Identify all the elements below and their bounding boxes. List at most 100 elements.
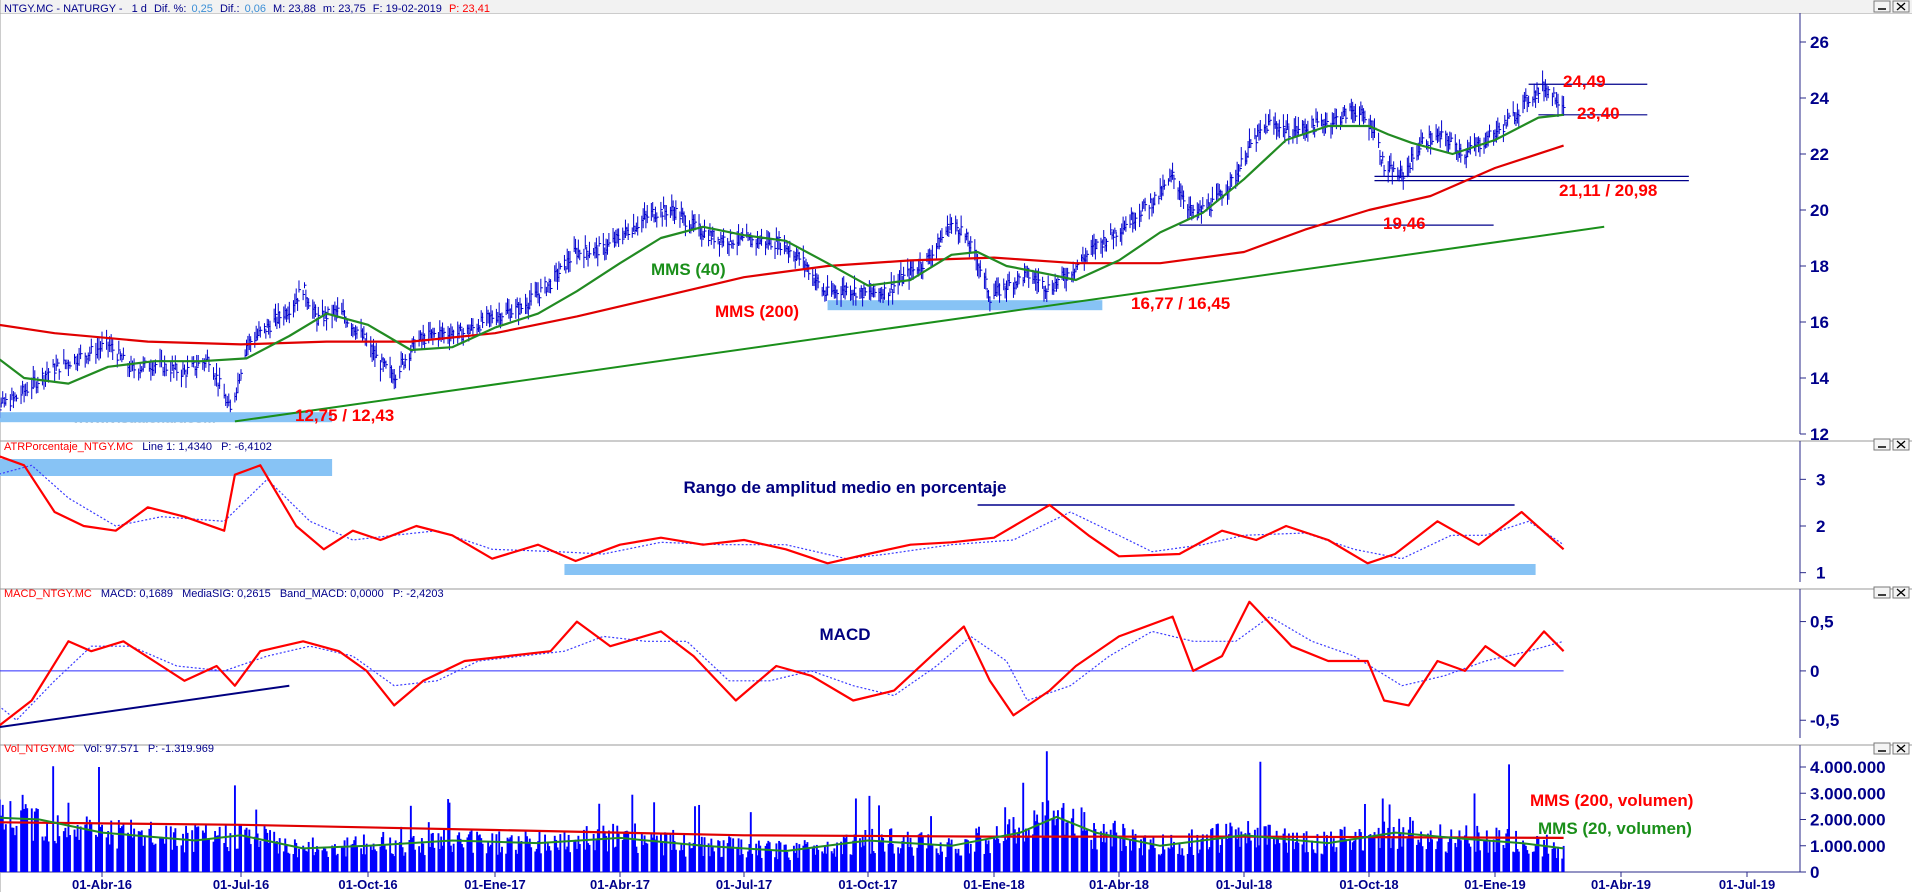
volume-bar bbox=[477, 835, 480, 872]
macd-price: P: -2,4203 bbox=[393, 588, 444, 600]
annotation-label: MMS (20, volumen) bbox=[1538, 819, 1692, 838]
volume-bar bbox=[1167, 847, 1170, 872]
volume-bar bbox=[284, 838, 287, 872]
volume-bar bbox=[574, 839, 577, 872]
volume-bar bbox=[553, 835, 556, 872]
volume-bar bbox=[498, 831, 501, 872]
volume-bar bbox=[371, 849, 374, 872]
volume-bar bbox=[997, 838, 1000, 872]
volume-bar bbox=[335, 855, 338, 872]
volume-bar bbox=[480, 838, 483, 872]
volume-bar bbox=[957, 848, 960, 872]
volume-bar bbox=[736, 846, 739, 872]
volume-bar bbox=[779, 842, 782, 872]
volume-bar bbox=[650, 834, 653, 872]
volume-bar bbox=[680, 843, 683, 872]
volume-bar bbox=[391, 854, 394, 872]
volume-bar bbox=[1152, 835, 1155, 872]
macd-pane[interactable]: MACD_NTGY.MC MACD: 0,1689 MediaSIG: 0,26… bbox=[0, 588, 1839, 730]
minimize-icon[interactable] bbox=[1873, 586, 1891, 599]
atr-price: P: -6,4102 bbox=[221, 441, 272, 453]
volume-bar bbox=[496, 854, 499, 872]
x-tick-label: 01-Ene-17 bbox=[464, 877, 525, 892]
volume-bar bbox=[253, 836, 256, 872]
volume-bar bbox=[1547, 853, 1550, 872]
volume-bar bbox=[137, 831, 140, 872]
volume-bar bbox=[679, 850, 681, 872]
volume-bar bbox=[1334, 851, 1337, 872]
volume-bar bbox=[1515, 830, 1517, 872]
volume-bar bbox=[941, 851, 943, 872]
volume-bar bbox=[1285, 842, 1288, 872]
volume-bar bbox=[1406, 838, 1409, 872]
volume-bar bbox=[1070, 818, 1073, 872]
volume-bar bbox=[255, 809, 258, 872]
close-icon[interactable] bbox=[1892, 586, 1910, 599]
close-icon[interactable] bbox=[1892, 0, 1910, 13]
volume-bar bbox=[1151, 843, 1153, 872]
volume-bar bbox=[1061, 807, 1064, 872]
volume-bar bbox=[1505, 833, 1508, 872]
volume-bar bbox=[718, 841, 721, 872]
volume-bar bbox=[549, 850, 552, 872]
volume-bar bbox=[1178, 843, 1181, 872]
minimize-icon[interactable] bbox=[1873, 438, 1891, 451]
volume-bar bbox=[277, 853, 280, 872]
volume-bar bbox=[1267, 824, 1270, 872]
volume-bar bbox=[433, 847, 436, 872]
volume-bar bbox=[1447, 842, 1450, 872]
volume-bar bbox=[140, 830, 143, 872]
volume-bar bbox=[169, 826, 172, 872]
close-icon[interactable] bbox=[1892, 742, 1910, 755]
volume-bar bbox=[993, 837, 995, 872]
volume-bar bbox=[732, 838, 735, 872]
minimize-icon[interactable] bbox=[1873, 0, 1891, 13]
volume-bar bbox=[385, 849, 387, 872]
volume-bar bbox=[692, 842, 695, 872]
volume-bar bbox=[127, 832, 129, 872]
volume-bar bbox=[1249, 840, 1252, 872]
volume-bar bbox=[259, 841, 262, 872]
volume-bar bbox=[817, 849, 820, 872]
volume-bar bbox=[1446, 852, 1449, 872]
atr-pane[interactable]: ATRPorcentaje_NTGY.MC Line 1: 1,4340 P: … bbox=[0, 441, 1825, 583]
volume-bar bbox=[1227, 834, 1230, 872]
volume-bar bbox=[409, 805, 412, 872]
volume-bar bbox=[440, 836, 443, 872]
volume-bar bbox=[566, 846, 569, 872]
volume-bar bbox=[569, 852, 571, 872]
volume-bar bbox=[224, 825, 227, 872]
price-pane[interactable]: NTGY.MC - NATURGY - 1 d Dif. %: 0,25 Dif… bbox=[0, 3, 1829, 444]
volume-bar bbox=[160, 836, 163, 872]
volume-bar bbox=[659, 832, 662, 872]
volume-bar bbox=[1094, 829, 1097, 872]
volume-bar bbox=[1502, 844, 1505, 872]
volume-bar bbox=[1349, 839, 1351, 872]
macd-signal-line bbox=[0, 615, 1564, 721]
minimize-icon[interactable] bbox=[1873, 742, 1891, 755]
volume-bar bbox=[1229, 822, 1232, 872]
volume-bar bbox=[1159, 855, 1162, 872]
volume-bar bbox=[478, 834, 481, 872]
volume-bar bbox=[1149, 839, 1152, 872]
volume-bar bbox=[871, 828, 874, 872]
volume-bar bbox=[64, 827, 67, 872]
annotation-label: 19,46 bbox=[1383, 214, 1426, 233]
volume-bar bbox=[783, 844, 786, 872]
volume-bar bbox=[623, 831, 626, 872]
volume-bar bbox=[398, 841, 401, 872]
annotation-label: MMS (40) bbox=[651, 260, 726, 279]
volume-bar bbox=[404, 852, 407, 872]
volume-bar bbox=[1420, 831, 1423, 872]
volume-mms20-line bbox=[0, 815, 1564, 852]
volume-bar bbox=[10, 827, 13, 872]
volume-bar bbox=[1339, 829, 1342, 872]
volume-bar bbox=[194, 823, 197, 872]
volume-bar bbox=[481, 843, 484, 872]
volume-pane[interactable]: Vol_NTGY.MC Vol: 97.571 P: -1.319.969 4.… bbox=[0, 743, 1886, 882]
volume-bar bbox=[149, 821, 152, 872]
volume-bar bbox=[749, 812, 752, 872]
y-tick-label: 22 bbox=[1810, 145, 1829, 164]
volume-bar bbox=[642, 845, 645, 872]
close-icon[interactable] bbox=[1892, 438, 1910, 451]
